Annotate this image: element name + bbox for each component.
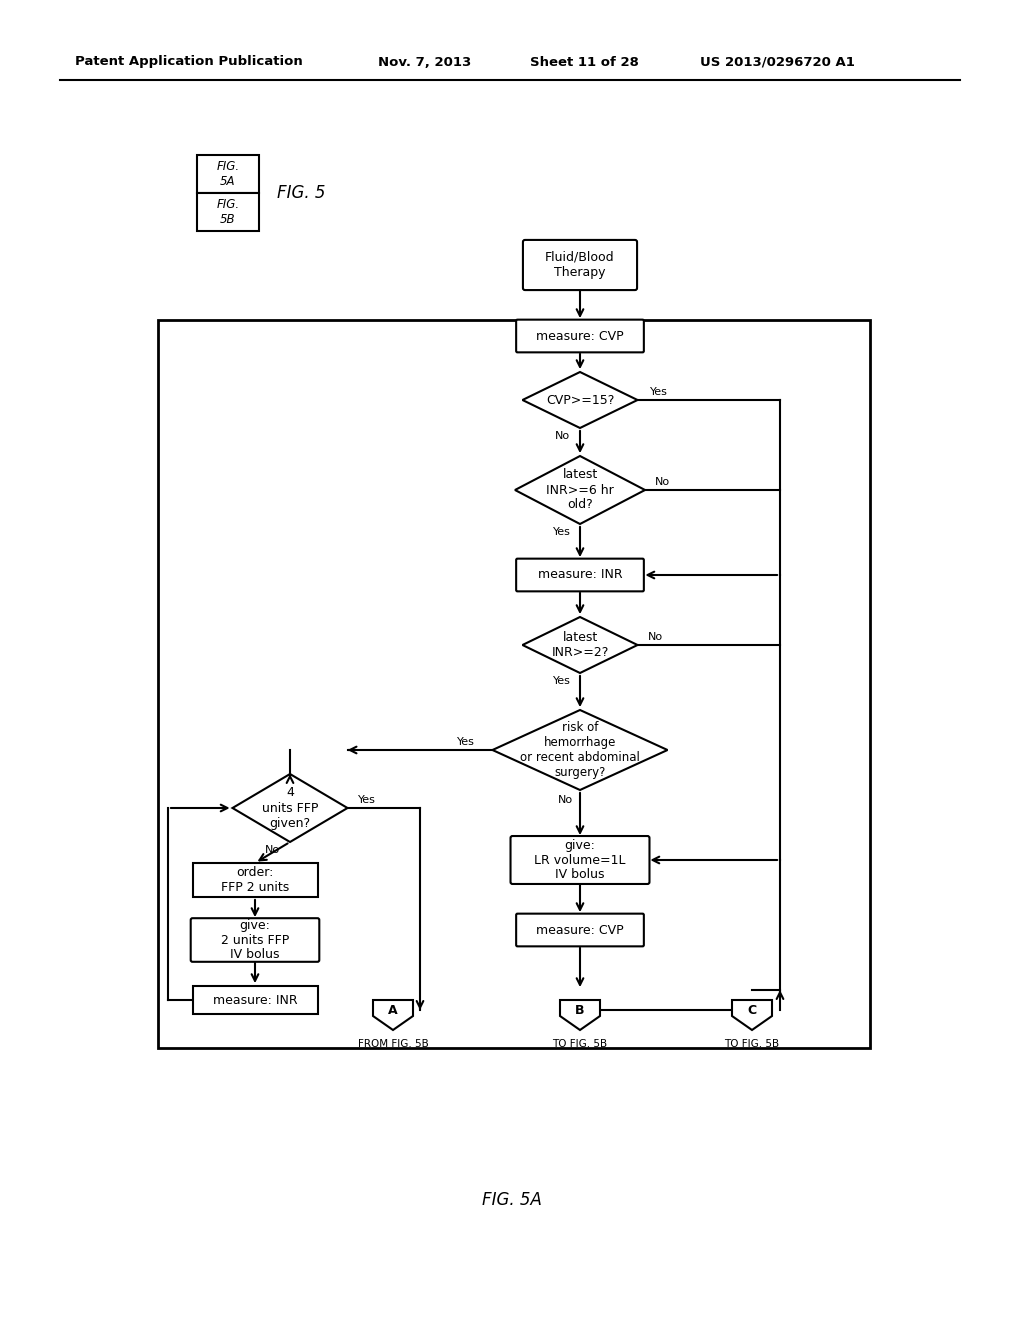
Text: No: No <box>264 845 280 855</box>
Text: FIG.
5A: FIG. 5A <box>216 160 240 187</box>
FancyBboxPatch shape <box>516 558 644 591</box>
Text: CVP>=15?: CVP>=15? <box>546 393 614 407</box>
Bar <box>193 863 317 898</box>
FancyBboxPatch shape <box>511 836 649 884</box>
Polygon shape <box>515 455 645 524</box>
Text: Yes: Yes <box>357 795 376 805</box>
Text: No: No <box>655 477 670 487</box>
Text: risk of
hemorrhage
or recent abdominal
surgery?: risk of hemorrhage or recent abdominal s… <box>520 721 640 779</box>
Text: C: C <box>748 1003 757 1016</box>
Text: B: B <box>575 1003 585 1016</box>
Text: Fluid/Blood
Therapy: Fluid/Blood Therapy <box>545 251 614 279</box>
FancyBboxPatch shape <box>516 913 644 946</box>
Text: give:
2 units FFP
IV bolus: give: 2 units FFP IV bolus <box>221 919 289 961</box>
Text: FIG.
5B: FIG. 5B <box>216 198 240 226</box>
FancyBboxPatch shape <box>190 919 319 962</box>
Text: Yes: Yes <box>457 737 474 747</box>
Text: latest
INR>=6 hr
old?: latest INR>=6 hr old? <box>546 469 613 511</box>
Polygon shape <box>493 710 668 789</box>
Text: latest
INR>=2?: latest INR>=2? <box>551 631 608 659</box>
Text: Patent Application Publication: Patent Application Publication <box>75 55 303 69</box>
Text: order:
FFP 2 units: order: FFP 2 units <box>221 866 289 894</box>
Text: 4
units FFP
given?: 4 units FFP given? <box>262 787 318 829</box>
Bar <box>197 154 259 193</box>
Text: give:
LR volume=1L
IV bolus: give: LR volume=1L IV bolus <box>535 838 626 882</box>
Text: measure: CVP: measure: CVP <box>537 330 624 342</box>
Text: measure: CVP: measure: CVP <box>537 924 624 936</box>
Text: FIG. 5: FIG. 5 <box>278 183 326 202</box>
Bar <box>158 319 870 1048</box>
Polygon shape <box>232 774 347 842</box>
FancyBboxPatch shape <box>523 240 637 290</box>
Text: measure: INR: measure: INR <box>213 994 297 1006</box>
Text: TO FIG. 5B: TO FIG. 5B <box>724 1039 779 1049</box>
Text: US 2013/0296720 A1: US 2013/0296720 A1 <box>700 55 855 69</box>
Text: TO FIG. 5B: TO FIG. 5B <box>552 1039 607 1049</box>
Bar <box>193 986 317 1014</box>
Polygon shape <box>373 1001 413 1030</box>
Polygon shape <box>732 1001 772 1030</box>
Text: Yes: Yes <box>649 387 668 397</box>
Polygon shape <box>560 1001 600 1030</box>
Text: A: A <box>388 1003 397 1016</box>
Text: FIG. 5A: FIG. 5A <box>482 1191 542 1209</box>
Text: FROM FIG. 5B: FROM FIG. 5B <box>357 1039 428 1049</box>
Text: Nov. 7, 2013: Nov. 7, 2013 <box>378 55 471 69</box>
Bar <box>197 193 259 231</box>
Text: No: No <box>554 432 569 441</box>
Text: No: No <box>647 632 663 642</box>
Polygon shape <box>522 616 638 673</box>
Polygon shape <box>522 372 638 428</box>
Text: No: No <box>557 795 572 805</box>
Text: Yes: Yes <box>553 676 571 686</box>
Text: Yes: Yes <box>553 527 571 537</box>
FancyBboxPatch shape <box>516 319 644 352</box>
Text: measure: INR: measure: INR <box>538 569 623 582</box>
Text: Sheet 11 of 28: Sheet 11 of 28 <box>530 55 639 69</box>
